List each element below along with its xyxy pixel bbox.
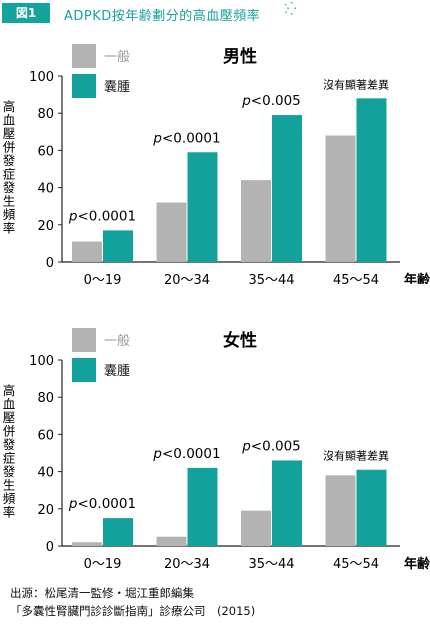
y-tick-label: 40 xyxy=(37,466,54,481)
x-tick-label: 0〜19 xyxy=(84,273,122,284)
chart-title: 男性 xyxy=(223,46,257,67)
x-axis-label: 年齢 xyxy=(404,272,430,284)
x-tick-label: 45〜54 xyxy=(333,273,379,284)
bar-cyst xyxy=(272,115,302,262)
p-symbol: p xyxy=(152,130,162,146)
y-tick-label: 0 xyxy=(46,540,54,555)
bar-general xyxy=(325,475,356,546)
decorative-dots: ⁚⁛ xyxy=(284,2,296,16)
legend-label-cyst: 囊腫 xyxy=(104,363,130,379)
x-tick-label: 0〜19 xyxy=(84,557,122,572)
legend-swatch-general xyxy=(72,328,96,352)
y-tick-label: 60 xyxy=(37,144,54,159)
y-tick-label: 80 xyxy=(37,391,54,406)
legend-swatch-cyst xyxy=(72,358,96,382)
y-tick-label: 20 xyxy=(37,503,54,518)
y-tick-label: 100 xyxy=(29,70,54,85)
x-tick-label: 20〜34 xyxy=(164,273,210,284)
significance-annotation: p<0.005 xyxy=(241,438,301,454)
x-tick-label: 45〜54 xyxy=(333,557,379,572)
figure-number-tag: 図1 xyxy=(2,3,50,23)
x-tick-label: 35〜44 xyxy=(248,273,294,284)
significance-annotation: p<0.0001 xyxy=(152,446,220,462)
bar-cyst xyxy=(272,460,302,546)
bar-cyst xyxy=(187,152,218,262)
bar-cyst xyxy=(356,98,387,262)
bar-general xyxy=(72,241,102,262)
bar-cyst xyxy=(103,518,133,546)
y-tick-label: 80 xyxy=(37,107,54,122)
y-tick-label: 60 xyxy=(37,428,54,443)
significance-annotation: p<0.0001 xyxy=(152,130,220,146)
y-tick-label: 0 xyxy=(46,256,54,271)
bar-general xyxy=(241,510,271,546)
bar-cyst xyxy=(356,469,387,546)
source-line-1: 出源：松尾清一監修・堀江重郎編集 xyxy=(10,586,194,600)
x-tick-label: 35〜44 xyxy=(248,557,294,572)
legend-label-general: 一般 xyxy=(104,333,130,349)
x-axis-label: 年齢 xyxy=(404,556,430,572)
figure-title: ADPKD按年齢劃分的高血壓頻率 xyxy=(64,9,261,24)
chart-title: 女性 xyxy=(223,330,257,351)
y-axis-label: 高血壓併發症發生頻率 xyxy=(1,383,16,519)
annotation-text: <0.005 xyxy=(251,93,301,109)
significance-annotation: 沒有顯著差異 xyxy=(323,77,389,91)
annotation-text: 沒有顯著差異 xyxy=(323,77,389,91)
bar-general xyxy=(156,202,187,262)
legend-swatch-general xyxy=(72,44,96,68)
p-symbol: p xyxy=(241,438,251,454)
annotation-text: <0.0001 xyxy=(78,496,137,512)
y-tick-label: 100 xyxy=(29,354,54,369)
figure-header: 図1 ADPKD按年齢劃分的高血壓頻率 ⁚⁛ xyxy=(0,0,430,26)
bar-general xyxy=(72,542,102,546)
legend-label-cyst: 囊腫 xyxy=(104,79,130,95)
annotation-text: <0.0001 xyxy=(162,446,221,462)
bar-general xyxy=(325,135,356,262)
p-symbol: p xyxy=(152,446,162,462)
y-axis-label: 高血壓併發症發生頻率 xyxy=(1,99,16,235)
chart-male: 男性一般囊腫高血壓併發症發生頻率0204060801000〜19p<0.0001… xyxy=(1,44,430,284)
p-symbol: p xyxy=(68,208,78,224)
legend-label-general: 一般 xyxy=(104,49,130,65)
annotation-text: <0.0001 xyxy=(162,130,221,146)
annotation-text: <0.0001 xyxy=(78,208,137,224)
significance-annotation: p<0.005 xyxy=(241,93,301,109)
x-tick-label: 20〜34 xyxy=(164,557,210,572)
bar-general xyxy=(156,536,187,546)
annotation-text: <0.005 xyxy=(251,438,301,454)
bar-cyst xyxy=(103,230,133,262)
significance-annotation: 沒有顯著差異 xyxy=(323,449,389,463)
legend-swatch-cyst xyxy=(72,74,96,98)
p-symbol: p xyxy=(68,496,78,512)
source-line-2: 「多囊性腎臟門診診斷指南」診療公司 (2015) xyxy=(10,604,256,618)
bar-general xyxy=(241,180,271,262)
significance-annotation: p<0.0001 xyxy=(68,496,136,512)
y-tick-label: 40 xyxy=(37,182,54,197)
significance-annotation: p<0.0001 xyxy=(68,208,136,224)
annotation-text: 沒有顯著差異 xyxy=(323,449,389,463)
p-symbol: p xyxy=(241,93,251,109)
bar-cyst xyxy=(187,467,218,546)
y-tick-label: 20 xyxy=(37,219,54,234)
chart-female: 女性一般囊腫高血壓併發症發生頻率0204060801000〜19p<0.0001… xyxy=(1,328,430,572)
